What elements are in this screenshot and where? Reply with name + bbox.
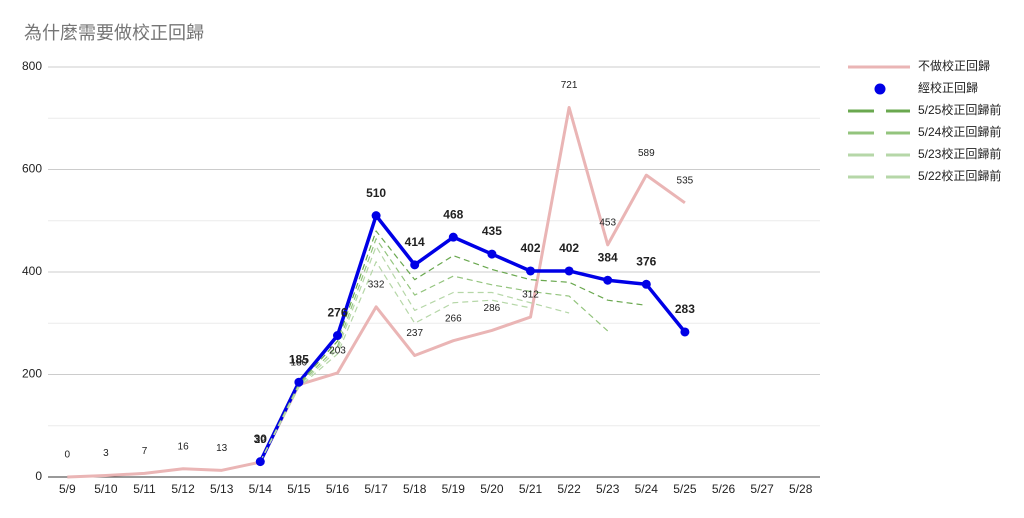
x-tick-label: 5/17 (364, 482, 388, 496)
data-label: 312 (522, 290, 539, 301)
legend-label: 5/22校正回歸前 (918, 168, 1001, 183)
x-tick-label: 5/11 (133, 482, 156, 496)
y-tick-label: 600 (22, 162, 42, 176)
data-label: 721 (561, 80, 578, 91)
data-label: 13 (216, 443, 228, 454)
data-point (526, 266, 535, 276)
data-label: 3 (103, 448, 109, 459)
data-label: 16 (178, 441, 190, 452)
x-tick-label: 5/10 (94, 482, 118, 496)
data-label: 203 (329, 346, 346, 357)
y-tick-label: 800 (22, 59, 42, 73)
chart-title: 為什麼需要做校正回歸 (24, 23, 204, 43)
x-tick-label: 5/18 (403, 482, 427, 496)
x-tick-label: 5/20 (480, 482, 504, 496)
y-tick-label: 0 (35, 469, 42, 483)
data-label: 180 (291, 357, 308, 368)
series-line (258, 213, 687, 463)
legend-label: 5/24校正回歸前 (918, 124, 1001, 139)
data-point (255, 457, 265, 467)
data-label: 266 (445, 313, 462, 324)
data-label: 376 (636, 254, 656, 268)
x-tick-label: 5/25 (673, 482, 697, 496)
series-line (259, 238, 609, 462)
data-label: 510 (366, 186, 386, 200)
x-tick-label: 5/21 (519, 482, 543, 496)
data-label: 276 (327, 306, 347, 320)
data-point (641, 279, 651, 289)
series-line (259, 261, 531, 462)
data-label: 402 (520, 241, 540, 255)
data-label: 283 (675, 302, 695, 316)
x-tick-label: 5/16 (326, 482, 350, 496)
data-label: 237 (406, 328, 423, 339)
data-point (294, 377, 304, 387)
x-tick-label: 5/22 (557, 482, 581, 496)
series-line (259, 245, 570, 462)
y-tick-label: 200 (22, 367, 42, 381)
x-tick-label: 5/27 (750, 482, 774, 496)
series-line (67, 105, 686, 479)
legend-label: 5/23校正回歸前 (918, 146, 1001, 161)
x-tick-label: 5/13 (210, 482, 234, 496)
legend-label: 5/25校正回歸前 (918, 102, 1001, 117)
data-point (680, 327, 690, 337)
x-tick-label: 5/14 (249, 482, 273, 496)
legend-label: 經校正回歸 (918, 80, 978, 95)
data-label: 185 (289, 352, 309, 366)
data-point (487, 249, 497, 259)
series-line (259, 230, 647, 462)
data-label: 286 (484, 303, 501, 314)
data-label: 468 (443, 207, 463, 221)
x-tick-label: 5/28 (789, 482, 813, 496)
data-point (564, 266, 574, 276)
x-tick-label: 5/12 (171, 482, 195, 496)
data-label: 589 (638, 148, 655, 159)
legend-label: 不做校正回歸 (918, 58, 990, 73)
data-label: 535 (677, 175, 694, 186)
data-label: 30 (254, 432, 268, 446)
y-tick-label: 400 (22, 264, 42, 278)
x-tick-label: 5/23 (596, 482, 620, 496)
data-label: 402 (559, 241, 579, 255)
data-point (603, 275, 613, 285)
data-label: 0 (65, 450, 71, 461)
x-tick-label: 5/26 (712, 482, 736, 496)
data-label: 29 (255, 435, 267, 446)
data-label: 414 (405, 235, 425, 249)
data-point (371, 211, 381, 221)
data-label: 453 (599, 217, 616, 228)
x-tick-label: 5/15 (287, 482, 311, 496)
x-tick-label: 5/24 (635, 482, 659, 496)
data-label: 384 (598, 250, 618, 264)
data-label: 332 (368, 279, 385, 290)
x-tick-label: 5/19 (442, 482, 466, 496)
data-label: 435 (482, 224, 502, 238)
data-point (410, 260, 420, 270)
data-point (333, 331, 342, 341)
legend-marker (874, 83, 886, 95)
data-label: 7 (142, 446, 148, 457)
data-point (448, 232, 458, 242)
x-tick-label: 5/9 (59, 482, 76, 496)
